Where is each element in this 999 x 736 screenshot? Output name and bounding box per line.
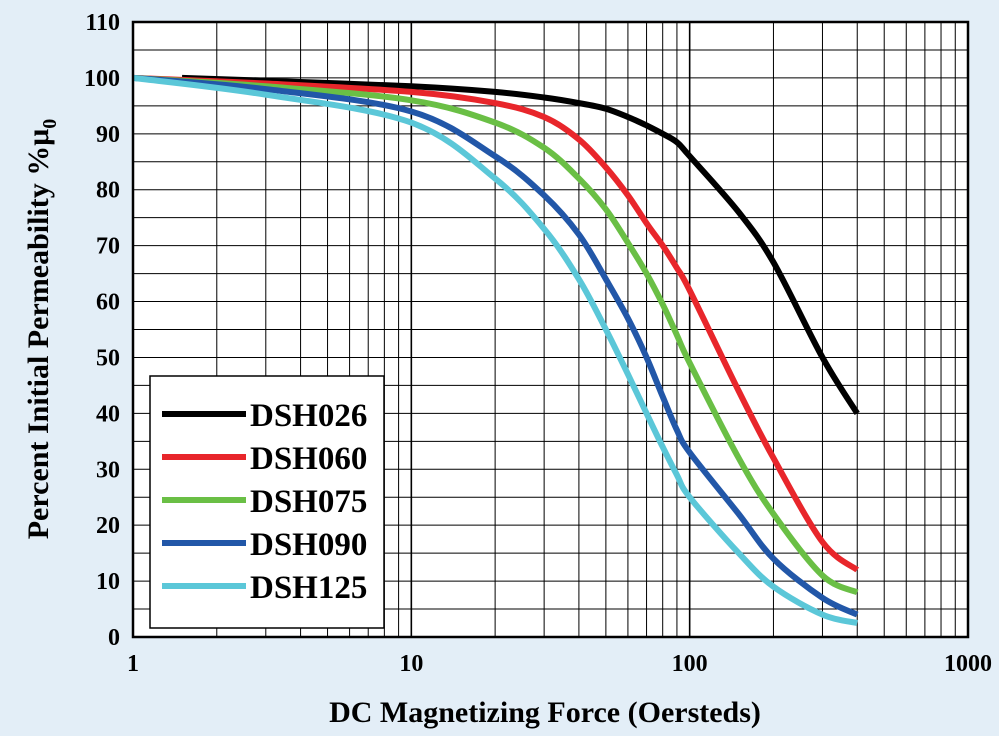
series-line-dsh125 [132, 74, 858, 626]
x-tick-label: 1 [127, 651, 139, 677]
y-tick-label: 10 [96, 569, 120, 595]
legend-label-dsh026: DSH026 [250, 398, 367, 434]
legend-label-dsh090: DSH090 [250, 527, 367, 563]
legend-label-dsh125: DSH125 [250, 570, 367, 606]
y-tick-labels: 0 10 20 30 40 50 60 70 80 90 100 110 [84, 10, 120, 651]
x-tick-labels: 1 10 100 1000 [127, 651, 992, 677]
y-tick-label: 50 [96, 345, 120, 371]
x-tick-label: 10 [399, 651, 423, 677]
y-tick-label: 100 [84, 66, 120, 92]
y-tick-label: 20 [96, 513, 120, 539]
series-line-dsh090 [132, 74, 859, 618]
y-tick-label: 60 [96, 290, 120, 316]
x-axis-title: DC Magnetizing Force (Oersteds) [329, 696, 761, 729]
y-tick-label: 80 [96, 178, 120, 204]
y-tick-label: 90 [96, 122, 120, 148]
legend: DSH026 DSH060 DSH075 DSH090 DSH125 [149, 375, 385, 629]
x-tick-label: 100 [672, 651, 708, 677]
grid [132, 21, 968, 638]
legend-label-dsh060: DSH060 [250, 441, 367, 477]
y-tick-label: 70 [96, 234, 120, 260]
series-lines [132, 74, 860, 626]
y-tick-label: 0 [108, 625, 120, 651]
x-tick-label: 1000 [944, 651, 992, 677]
y-tick-label: 40 [96, 401, 120, 427]
y-axis-title-subscript: 0 [39, 119, 61, 129]
plot-frame [131, 20, 970, 639]
y-tick-label: 110 [85, 10, 120, 36]
y-axis-title: Percent Initial Permeability %μ0 [22, 119, 61, 540]
y-axis-title-main: Percent Initial Permeability %μ [22, 129, 55, 540]
series-line-dsh075 [132, 74, 859, 596]
y-tick-label: 30 [96, 457, 120, 483]
series-line-dsh026 [181, 74, 860, 415]
legend-label-dsh075: DSH075 [250, 484, 367, 520]
series-line-dsh060 [132, 74, 860, 573]
